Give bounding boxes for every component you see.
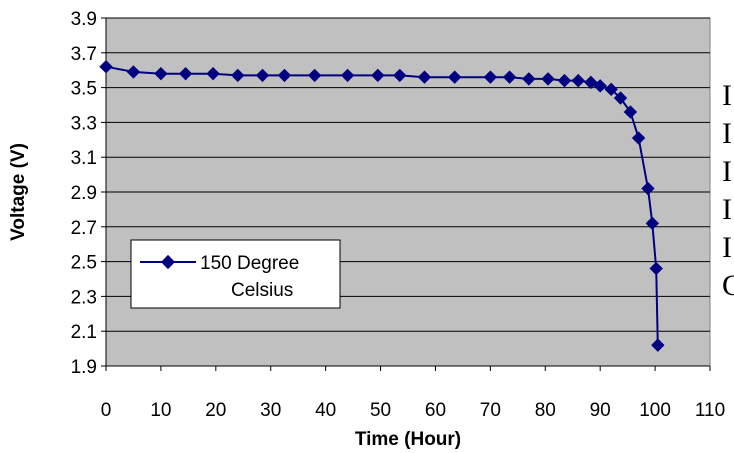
x-tick-label: 60: [425, 400, 446, 421]
data-point: [255, 68, 270, 83]
data-point: [99, 60, 113, 74]
x-tick-label: 70: [480, 400, 501, 421]
legend-series-marker: [160, 254, 176, 270]
x-tick-label: 50: [370, 400, 391, 421]
legend: 150 Degree Celsius: [130, 239, 341, 309]
data-point: [126, 65, 141, 79]
series-layer: [99, 60, 665, 352]
data-point: [613, 91, 628, 105]
legend-box: [130, 239, 341, 309]
y-tick-label: 3.3: [71, 113, 97, 134]
data-point: [571, 73, 585, 88]
data-point: [641, 181, 655, 196]
y-axis-ticks: 1.9 2.1 2.3 2.5 2.7 2.9 3.1 3.3 3.5 3.7 3.9: [71, 9, 106, 378]
y-tick-label: 2.9: [71, 183, 97, 204]
data-point: [340, 68, 355, 83]
data-point: [154, 66, 168, 81]
x-tick-label: 80: [535, 400, 556, 421]
x-tick-label: 40: [315, 400, 336, 421]
data-point: [593, 79, 607, 93]
data-point: [604, 82, 618, 97]
side-text-glyph: I: [722, 79, 732, 112]
x-tick-label: 30: [260, 400, 281, 421]
y-axis-title: Voltage (V): [8, 143, 29, 241]
x-tick-label: 110: [695, 400, 725, 421]
data-point: [584, 75, 598, 90]
y-tick-label: 3.5: [71, 79, 97, 100]
data-point: [371, 68, 385, 83]
legend-series-label-line2: Celsius: [231, 280, 293, 301]
data-point: [277, 68, 292, 83]
data-point: [447, 70, 462, 84]
data-point: [522, 72, 536, 86]
y-tick-label: 2.5: [71, 253, 97, 274]
side-text-glyph: I: [722, 231, 732, 264]
x-tick-label: 90: [590, 400, 611, 421]
side-text-glyph: I: [722, 117, 732, 150]
x-tick-label: 20: [205, 400, 226, 421]
y-tick-label: 2.3: [71, 287, 97, 308]
x-tick-label: 0: [101, 400, 112, 421]
data-point: [557, 73, 572, 88]
data-point: [231, 68, 245, 83]
data-point: [483, 70, 498, 84]
side-text-glyph: C: [722, 269, 734, 302]
y-tick-label: 3.1: [71, 148, 97, 169]
data-point: [623, 105, 638, 119]
side-text-glyph: I: [722, 155, 732, 188]
data-point: [651, 338, 665, 352]
data-point: [417, 70, 432, 84]
data-point: [649, 261, 663, 276]
legend-series-label: 150 Degree: [200, 253, 299, 274]
y-tick-label: 2.1: [71, 322, 97, 343]
data-point: [393, 68, 407, 83]
side-text-glyph: I: [722, 193, 732, 226]
data-point: [307, 68, 322, 83]
data-point: [631, 131, 646, 145]
y-tick-label: 2.7: [71, 218, 97, 239]
y-tick-label: 3.7: [71, 44, 97, 65]
x-axis-title: Time (Hour): [355, 429, 461, 450]
data-point: [541, 72, 555, 86]
data-point: [178, 66, 193, 81]
data-point: [206, 66, 220, 81]
y-tick-label: 3.9: [71, 9, 97, 30]
y-tick-label: 1.9: [71, 357, 97, 378]
x-axis-ticks: 0 10 20 30 40 50 60 70 80 90 100 110: [101, 366, 725, 421]
x-tick-label: 10: [150, 400, 171, 421]
data-point: [645, 216, 660, 231]
data-point: [502, 70, 517, 84]
x-tick-label: 100: [639, 400, 671, 421]
